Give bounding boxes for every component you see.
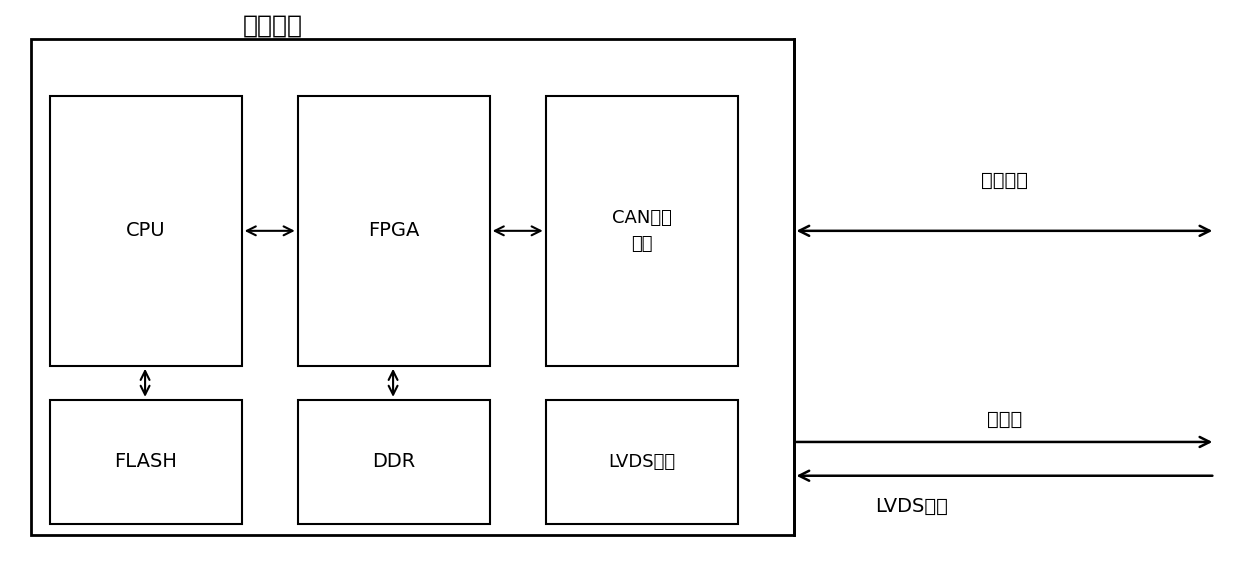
Text: CAN总线
接口: CAN总线 接口 bbox=[611, 209, 672, 253]
Bar bbox=[546, 96, 738, 366]
Text: 外部总线: 外部总线 bbox=[981, 171, 1028, 190]
Bar bbox=[546, 400, 738, 524]
Bar bbox=[31, 39, 794, 535]
Bar bbox=[50, 96, 242, 366]
Text: LVDS电缆: LVDS电缆 bbox=[875, 497, 947, 516]
Text: LVDS接口: LVDS接口 bbox=[608, 453, 676, 471]
Text: FLASH: FLASH bbox=[114, 452, 177, 471]
Text: 控制模块: 控制模块 bbox=[243, 14, 303, 37]
Text: 上位机: 上位机 bbox=[987, 410, 1022, 429]
Bar bbox=[50, 400, 242, 524]
Text: FPGA: FPGA bbox=[368, 221, 419, 240]
Text: DDR: DDR bbox=[372, 452, 415, 471]
Text: CPU: CPU bbox=[126, 221, 165, 240]
Bar bbox=[298, 400, 490, 524]
Bar bbox=[298, 96, 490, 366]
